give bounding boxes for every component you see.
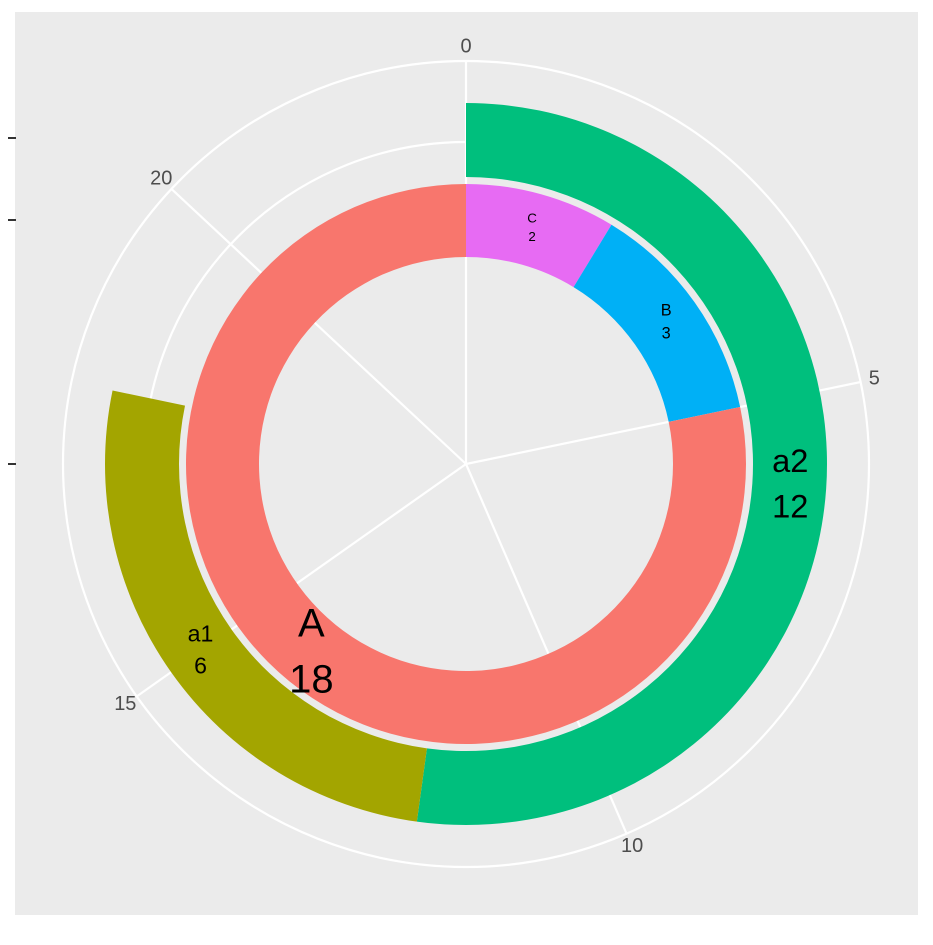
x-tick-label: 0 [460, 35, 471, 57]
segment-value: 2 [528, 229, 535, 244]
segment-value: 3 [662, 324, 671, 342]
segment-label: C [527, 210, 537, 225]
x-tick-label: 10 [621, 835, 643, 857]
segment-label: A [298, 602, 325, 646]
ring-segment [105, 390, 427, 822]
segment-value: 12 [772, 488, 808, 525]
segment-value: 18 [289, 658, 334, 702]
x-tick-label: 15 [114, 693, 136, 715]
x-tick-label: 20 [150, 168, 172, 190]
ring-segment [466, 184, 612, 288]
ring-segment [573, 224, 741, 422]
x-tick-label: 5 [869, 367, 880, 389]
segment-label: a2 [772, 442, 808, 479]
ring-segment [416, 103, 828, 826]
radial-axis-ticks [8, 137, 16, 465]
segment-label: B [661, 302, 672, 320]
segment-value: 6 [194, 653, 207, 679]
grid-line [170, 188, 467, 465]
segment-label: a1 [188, 620, 214, 646]
